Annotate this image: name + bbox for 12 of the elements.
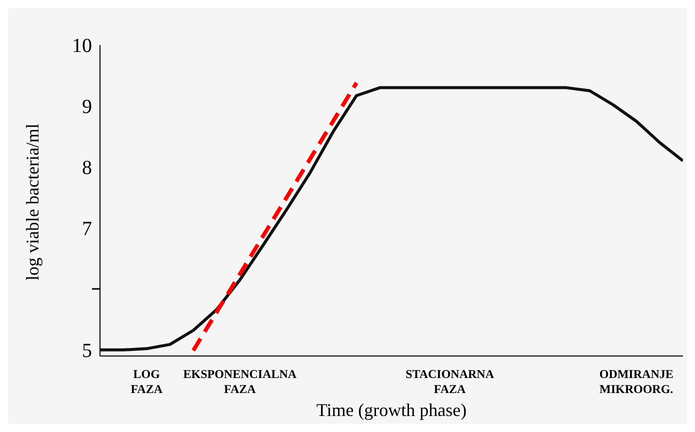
x-tick-label: ODMIRANJE MIKROORG. bbox=[599, 367, 674, 396]
x-tick-label: EKSPONENCIALNA FAZA bbox=[183, 367, 297, 396]
y-tick-label: 10 bbox=[72, 35, 92, 57]
y-axis-title: log viable bacteria/ml bbox=[22, 124, 42, 280]
x-tick-label: LOG FAZA bbox=[130, 367, 163, 396]
line-series bbox=[100, 86, 683, 352]
y-tick-label: 5 bbox=[82, 340, 92, 362]
y-tick-label: 7 bbox=[82, 218, 92, 240]
x-axis-title: Time (growth phase) bbox=[316, 400, 467, 420]
y-tick-label: 9 bbox=[82, 96, 92, 118]
y-tick-label: 8 bbox=[82, 156, 92, 179]
x-tick-label: STACIONARNA FAZA bbox=[406, 367, 494, 396]
